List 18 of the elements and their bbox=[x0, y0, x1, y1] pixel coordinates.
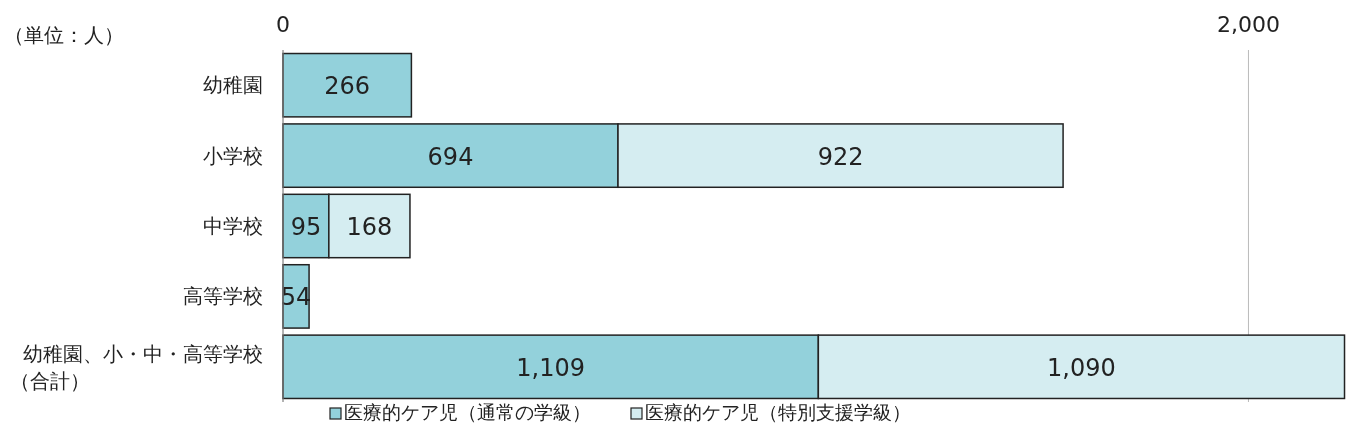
legend-label: 医療的ケア児（特別支援学級） bbox=[645, 401, 911, 423]
x-tick-label: 0 bbox=[276, 12, 290, 37]
data-label: 168 bbox=[346, 213, 393, 241]
y-tick-label: 小学校 bbox=[203, 143, 263, 168]
y-tick-label: 高等学校 bbox=[183, 284, 263, 309]
data-label: 922 bbox=[817, 142, 864, 171]
data-label: 694 bbox=[427, 142, 474, 171]
data-label: 1,090 bbox=[1047, 353, 1116, 382]
text: （単位：人） bbox=[4, 23, 124, 47]
y-tick-label: 中学校 bbox=[203, 214, 263, 238]
bar bbox=[282, 52, 413, 118]
legend-label: 医療的ケア児（通常の学級） bbox=[344, 401, 591, 423]
data-label: 1,109 bbox=[516, 353, 586, 382]
x-tick-label: 2,000 bbox=[1216, 12, 1280, 37]
data-label: 95 bbox=[290, 213, 322, 241]
y-tick-label: 幼稚園 bbox=[203, 73, 263, 98]
data-label: 266 bbox=[324, 72, 371, 101]
y-tick-label: 幼稚園、小・中・高等学校（合計） bbox=[10, 341, 263, 393]
